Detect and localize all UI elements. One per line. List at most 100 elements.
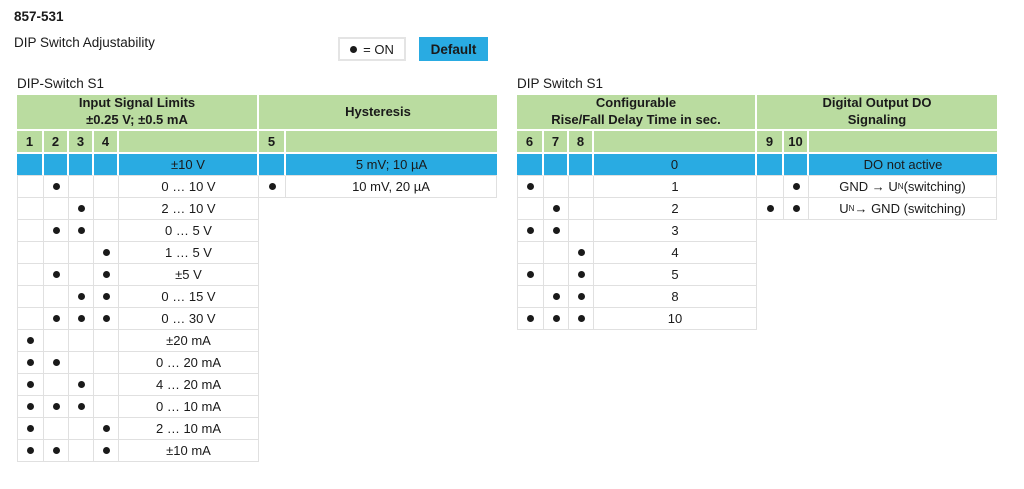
- dip-switch-cell: [569, 242, 594, 264]
- dip-switch-cell: [69, 352, 94, 374]
- value-cell: 8: [594, 286, 757, 308]
- dip-switch-cell: [569, 154, 594, 176]
- group-header-line: Input Signal Limits: [78, 95, 196, 111]
- table-row: 5: [517, 264, 997, 286]
- value-cell: 2 … 10 V: [119, 198, 259, 220]
- switch-number-cell: 8: [569, 131, 594, 154]
- dip-switch-cell: [17, 352, 44, 374]
- dip-switch-cell: [544, 154, 569, 176]
- switch-number-cell: 2: [44, 131, 69, 154]
- dip-switch-cell: [517, 264, 544, 286]
- switch-number-row: 6 7 8 9 10: [517, 131, 997, 154]
- dip-switch-cell: [94, 176, 119, 198]
- spacer-cell: [594, 131, 757, 154]
- on-dot-icon: [77, 403, 85, 410]
- dip-switch-cell: [569, 198, 594, 220]
- spacer-cell: [809, 131, 997, 154]
- value-cell: ±10 V: [119, 154, 259, 176]
- dip-switch-cell: [569, 286, 594, 308]
- on-dot-icon: [552, 293, 560, 300]
- on-dot-icon: [77, 315, 85, 322]
- dip-switch-cell: [94, 242, 119, 264]
- value-cell: DO not active: [809, 154, 997, 176]
- table-row: 0 … 20 mA: [17, 352, 497, 374]
- on-dot-icon: [527, 271, 534, 278]
- dip-switch-cell: [784, 154, 809, 176]
- dip-switch-cell: [69, 242, 94, 264]
- dip-switch-cell: [69, 418, 94, 440]
- dip-switch-cell: [94, 264, 119, 286]
- on-dot-icon: [102, 315, 110, 322]
- switch-number-cell: 3: [69, 131, 94, 154]
- value-cell: 3: [594, 220, 757, 242]
- dip-switch-cell: [44, 374, 69, 396]
- value-cell: 0 … 10 V: [119, 176, 259, 198]
- dip-switch-cell: [44, 198, 69, 220]
- value-cell: ±10 mA: [119, 440, 259, 462]
- group-header-line: ±0.25 V; ±0.5 mA: [86, 112, 188, 127]
- table-row: ±10 mA: [17, 440, 497, 462]
- dip-switch-cell: [17, 440, 44, 462]
- dip-switch-cell: [94, 374, 119, 396]
- dip-switch-cell: [517, 242, 544, 264]
- on-dot-icon: [52, 271, 60, 278]
- dip-switch-cell: [94, 352, 119, 374]
- group-header-cell: Digital Output DO Signaling: [757, 95, 997, 131]
- switch-number-cell: 5: [259, 131, 286, 154]
- value-cell: 0 … 15 V: [119, 286, 259, 308]
- group-header-cell: Configurable Rise/Fall Delay Time in sec.: [517, 95, 757, 131]
- dip-switch-cell: [757, 176, 784, 198]
- value-cell: 5: [594, 264, 757, 286]
- value-cell: 4: [594, 242, 757, 264]
- value-cell: 10 mV, 20 µA: [286, 176, 497, 198]
- dip-switch-cell: [544, 308, 569, 330]
- table-title: DIP Switch S1: [517, 76, 604, 91]
- dip-switch-cell: [44, 176, 69, 198]
- on-dot-icon: [102, 271, 110, 278]
- dip-switch-cell: [544, 220, 569, 242]
- dip-switch-cell: [17, 154, 44, 176]
- on-dot-icon: [52, 403, 60, 410]
- dip-switch-cell: [44, 308, 69, 330]
- dip-switch-cell: [69, 286, 94, 308]
- dip-switch-cell: [517, 220, 544, 242]
- dip-switch-cell: [517, 286, 544, 308]
- table-row: 0 … 10 V 10 mV, 20 µA: [17, 176, 497, 198]
- page-title: DIP Switch Adjustability: [14, 35, 155, 50]
- value-cell: 0 … 10 mA: [119, 396, 259, 418]
- on-dot-icon: [552, 205, 560, 212]
- dip-switch-cell: [517, 198, 544, 220]
- dip-switch-cell: [17, 220, 44, 242]
- on-dot-icon: [552, 227, 560, 234]
- on-dot-icon: [268, 183, 276, 190]
- group-header-cell: Input Signal Limits ±0.25 V; ±0.5 mA: [17, 95, 259, 131]
- dip-switch-cell: [17, 374, 44, 396]
- on-dot-icon: [77, 205, 85, 212]
- group-header-row: Input Signal Limits ±0.25 V; ±0.5 mA Hyste…: [17, 95, 497, 131]
- on-dot-icon: [77, 227, 85, 234]
- table-row: 10: [517, 308, 997, 330]
- legend-on-box: = ON: [338, 37, 406, 61]
- table-row: 2 … 10 V: [17, 198, 497, 220]
- dip-switch-cell: [544, 242, 569, 264]
- on-dot-icon: [350, 45, 358, 53]
- dip-switch-cell: [94, 418, 119, 440]
- value-cell: ±5 V: [119, 264, 259, 286]
- dip-switch-cell: [94, 330, 119, 352]
- value-cell: 4 … 20 mA: [119, 374, 259, 396]
- dip-switch-cell: [94, 198, 119, 220]
- table-row: 4 … 20 mA: [17, 374, 497, 396]
- dip-switch-cell: [569, 308, 594, 330]
- on-dot-icon: [527, 315, 534, 322]
- spacer-cell: [286, 131, 497, 154]
- value-cell: 0 … 20 mA: [119, 352, 259, 374]
- dip-switch-cell: [544, 286, 569, 308]
- table-row: 0 … 5 V: [17, 220, 497, 242]
- legend-default-badge: Default: [419, 37, 488, 61]
- on-dot-icon: [52, 315, 60, 322]
- dip-switch-cell: [757, 198, 784, 220]
- delay-and-do-signaling-table: DIP Switch S1 Configurable Rise/Fall Delay…: [517, 76, 997, 330]
- article-number: 857-531: [14, 9, 64, 24]
